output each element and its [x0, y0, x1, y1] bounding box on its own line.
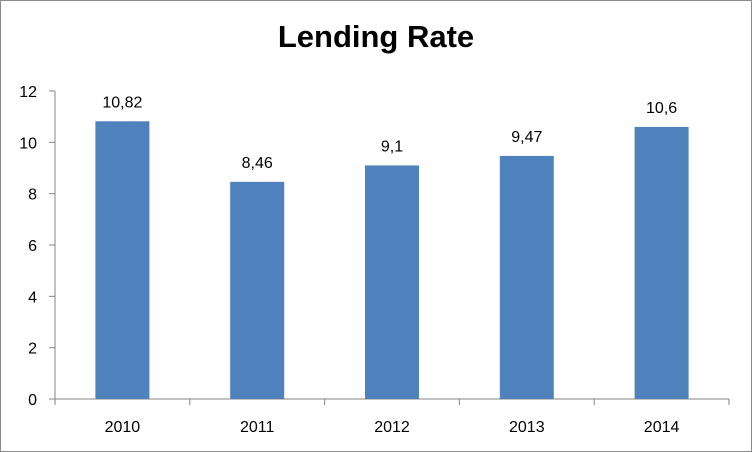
data-label-2013: 9,47	[511, 129, 542, 146]
data-label-2012: 9,1	[381, 138, 403, 155]
y-tick-label: 10	[19, 135, 37, 152]
bar-2014	[634, 126, 689, 399]
bar-2012	[365, 165, 419, 399]
y-tick-label: 8	[28, 187, 37, 204]
y-tick-label: 6	[28, 238, 37, 255]
y-tick-label: 4	[28, 289, 37, 306]
x-tick-label-2011: 2011	[240, 419, 275, 436]
x-tick-label-2012: 2012	[374, 419, 410, 436]
x-tick-label-2013: 2013	[509, 419, 545, 436]
bar-2011	[230, 181, 285, 399]
bar-2013	[499, 155, 554, 399]
x-tick-label-2010: 2010	[105, 419, 141, 436]
data-label-2011: 8,46	[242, 155, 273, 172]
y-tick-label: 0	[28, 392, 37, 409]
chart-title: Lending Rate	[277, 19, 475, 54]
y-tick-label: 2	[28, 341, 37, 358]
y-tick-label: 12	[19, 84, 37, 101]
data-label-2010: 10,82	[102, 94, 142, 111]
data-label-2014: 10,6	[646, 100, 677, 117]
x-tick-label-2014: 2014	[644, 419, 680, 436]
bar-2010	[95, 121, 150, 399]
